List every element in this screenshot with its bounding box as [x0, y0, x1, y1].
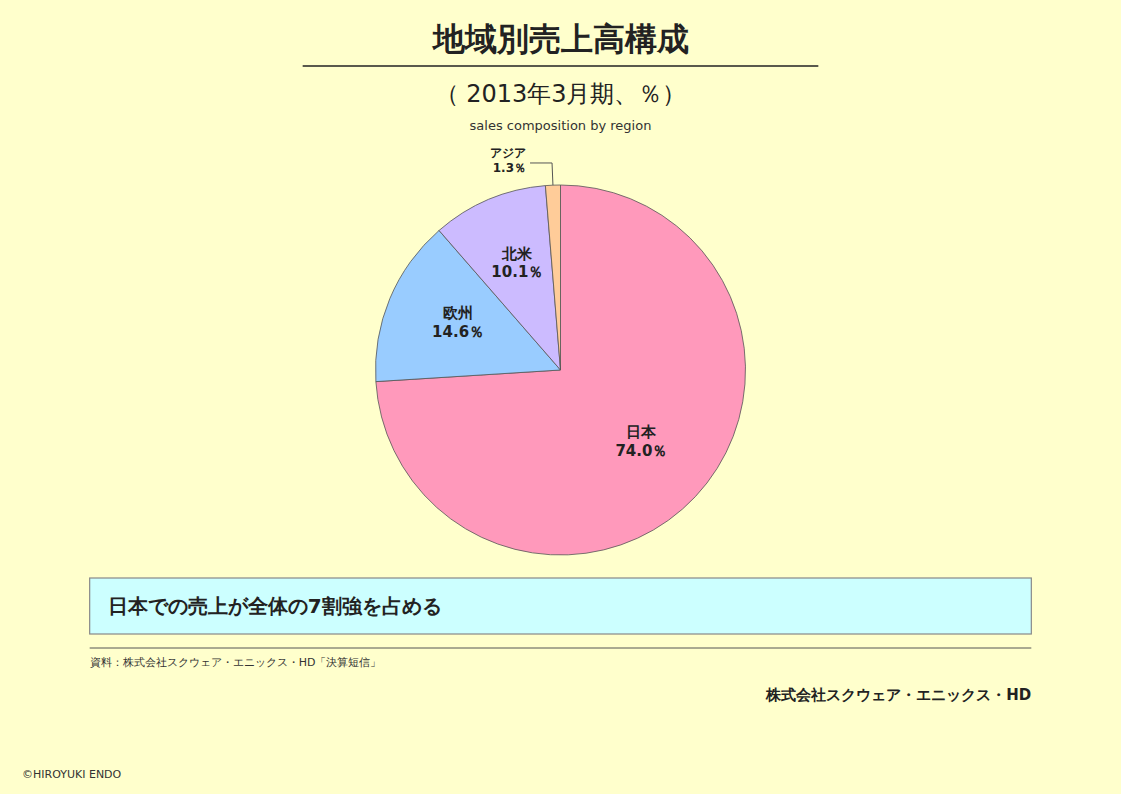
- slice-value: 74.0％: [615, 442, 667, 460]
- subtitle-en: sales composition by region: [470, 118, 652, 133]
- slice-value: 1.3％: [493, 161, 526, 175]
- annotation-text: 日本での売上が全体の7割強を占める: [108, 594, 442, 618]
- background: [0, 0, 1121, 794]
- data-label: 北米10.1％: [491, 245, 543, 282]
- data-label: 欧州14.6％: [432, 304, 484, 341]
- data-label: 日本74.0％: [615, 423, 667, 460]
- source-text: 資料：株式会社スクウェア・エニックス・HD「決算短信」: [90, 656, 382, 669]
- pie: [376, 185, 746, 555]
- pie-slice: [439, 186, 560, 370]
- slice-category: 北米: [501, 245, 533, 263]
- pie-slice: [545, 185, 560, 370]
- title: 地域別売上高構成: [431, 20, 689, 58]
- data-label: アジア1.3％: [490, 146, 526, 175]
- slice-category: 日本: [626, 423, 657, 441]
- company-text: 株式会社スクウェア・エニックス・HD: [765, 686, 1031, 704]
- annotation-box: [90, 578, 1032, 634]
- slice-value: 14.6％: [432, 323, 484, 341]
- slice-category: アジア: [490, 146, 526, 160]
- slice-value: 10.1％: [491, 263, 543, 281]
- pie-slice: [376, 185, 746, 555]
- subtitle: （ 2013年3月期、％）: [435, 80, 687, 108]
- chart: 地域別売上高構成 （ 2013年3月期、％） sales composition b…: [0, 0, 1121, 794]
- slice-category: 欧州: [443, 304, 473, 322]
- title-underline: [303, 65, 819, 67]
- separator-line: [90, 648, 1032, 649]
- pie-labels: 日本74.0％欧州14.6％北米10.1％アジア1.3％: [432, 146, 667, 460]
- leader-line: [530, 163, 553, 185]
- copyright-text: ©HIROYUKI ENDO: [22, 768, 122, 781]
